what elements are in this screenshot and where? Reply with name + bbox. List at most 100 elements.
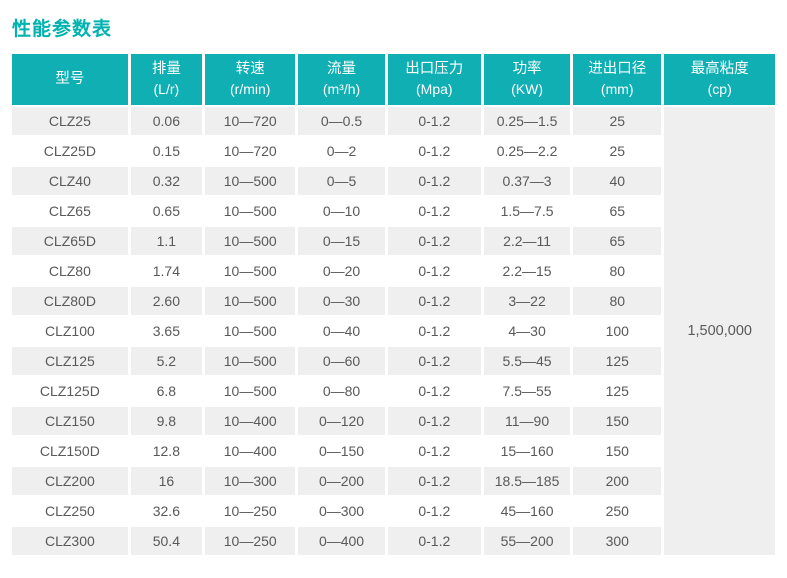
cell-power: 4—30 (484, 317, 571, 345)
cell-diameter: 25 (573, 107, 662, 135)
table-row: CLZ25 0.06 10—720 0—0.5 0-1.2 0.25—1.5 2… (12, 107, 775, 555)
cell-power: 0.25—1.5 (484, 107, 571, 135)
cell-diameter: 65 (573, 227, 662, 255)
cell-pressure: 0-1.2 (387, 257, 482, 285)
cell-displacement: 32.6 (130, 497, 202, 525)
cell-displacement: 0.15 (130, 137, 202, 165)
cell-model: CLZ125D (12, 377, 128, 405)
col-header-speed: 转速 (r/min) (204, 54, 296, 105)
cell-model: CLZ300 (12, 527, 128, 555)
cell-flow: 0—400 (298, 527, 385, 555)
cell-speed: 10—500 (204, 167, 296, 195)
cell-displacement: 0.06 (130, 107, 202, 135)
col-header-speed-label: 转速 (235, 61, 265, 78)
cell-diameter: 250 (573, 497, 662, 525)
table-row: CLZ25D 0.15 10—720 0—2 0-1.2 0.25—2.2 25 (12, 137, 775, 165)
cell-diameter: 65 (573, 197, 662, 225)
table-row: CLZ80D 2.60 10—500 0—30 0-1.2 3—22 80 (12, 287, 775, 315)
cell-model: CLZ150D (12, 437, 128, 465)
cell-diameter: 200 (573, 467, 662, 495)
col-header-flow: 流量 (m³/h) (298, 54, 385, 105)
cell-speed: 10—500 (204, 347, 296, 375)
cell-power: 7.5—55 (484, 377, 571, 405)
page-container: 性能参数表 型号 排量 (L/r) 转速 (r/min) (9, 19, 778, 557)
cell-diameter: 150 (573, 407, 662, 435)
cell-speed: 10—400 (204, 407, 296, 435)
cell-diameter: 80 (573, 257, 662, 285)
cell-pressure: 0-1.2 (387, 347, 482, 375)
table-row: CLZ250 32.6 10—250 0—300 0-1.2 45—160 25… (12, 497, 775, 525)
cell-power: 11—90 (484, 407, 571, 435)
cell-flow: 0—300 (298, 497, 385, 525)
col-header-displacement-unit: (L/r) (153, 80, 180, 97)
col-header-outlet-pressure-label: 出口压力 (405, 61, 464, 78)
cell-flow: 0—30 (298, 287, 385, 315)
cell-displacement: 50.4 (130, 527, 202, 555)
cell-power: 0.25—2.2 (484, 137, 571, 165)
header-row: 型号 排量 (L/r) 转速 (r/min) 流量 (m³/h) 出口压力 (12, 54, 775, 105)
cell-pressure: 0-1.2 (387, 437, 482, 465)
cell-model: CLZ100 (12, 317, 128, 345)
cell-flow: 0—15 (298, 227, 385, 255)
cell-flow: 0—0.5 (298, 107, 385, 135)
cell-diameter: 80 (573, 287, 662, 315)
cell-power: 5.5—45 (484, 347, 571, 375)
cell-displacement: 1.74 (130, 257, 202, 285)
cell-diameter: 25 (573, 137, 662, 165)
cell-diameter: 40 (573, 167, 662, 195)
cell-displacement: 2.60 (130, 287, 202, 315)
cell-flow: 0—10 (298, 197, 385, 225)
cell-speed: 10—300 (204, 467, 296, 495)
cell-speed: 10—250 (204, 497, 296, 525)
cell-power: 55—200 (484, 527, 571, 555)
col-header-power-label: 功率 (512, 61, 542, 78)
cell-model: CLZ125 (12, 347, 128, 375)
table-row: CLZ125 5.2 10—500 0—60 0-1.2 5.5—45 125 (12, 347, 775, 375)
cell-speed: 10—720 (204, 107, 296, 135)
cell-model: CLZ65D (12, 227, 128, 255)
cell-power: 2.2—11 (484, 227, 571, 255)
cell-flow: 0—80 (298, 377, 385, 405)
col-header-max-viscosity-unit: (cp) (707, 80, 732, 97)
cell-pressure: 0-1.2 (387, 467, 482, 495)
cell-displacement: 12.8 (130, 437, 202, 465)
cell-model: CLZ80 (12, 257, 128, 285)
cell-speed: 10—400 (204, 437, 296, 465)
cell-model: CLZ150 (12, 407, 128, 435)
cell-model: CLZ80D (12, 287, 128, 315)
col-header-power: 功率 (KW) (484, 54, 571, 105)
cell-power: 45—160 (484, 497, 571, 525)
table-row: CLZ200 16 10—300 0—200 0-1.2 18.5—185 20… (12, 467, 775, 495)
cell-model: CLZ25 (12, 107, 128, 135)
col-header-model-label: 型号 (55, 70, 85, 87)
cell-flow: 0—5 (298, 167, 385, 195)
cell-flow: 0—2 (298, 137, 385, 165)
cell-pressure: 0-1.2 (387, 137, 482, 165)
cell-pressure: 0-1.2 (387, 497, 482, 525)
cell-displacement: 9.8 (130, 407, 202, 435)
col-header-flow-unit: (m³/h) (322, 80, 361, 97)
cell-speed: 10—500 (204, 287, 296, 315)
cell-displacement: 3.65 (130, 317, 202, 345)
cell-diameter: 125 (573, 377, 662, 405)
table-row: CLZ150 9.8 10—400 0—120 0-1.2 11—90 150 (12, 407, 775, 435)
cell-displacement: 16 (130, 467, 202, 495)
cell-displacement: 6.8 (130, 377, 202, 405)
performance-spec-table: 型号 排量 (L/r) 转速 (r/min) 流量 (m³/h) 出口压力 (9, 52, 778, 557)
col-header-outlet-pressure: 出口压力 (Mpa) (387, 54, 482, 105)
cell-pressure: 0-1.2 (387, 407, 482, 435)
col-header-port-diameter: 进出口径 (mm) (573, 54, 662, 105)
col-header-port-diameter-unit: (mm) (600, 80, 634, 97)
cell-pressure: 0-1.2 (387, 227, 482, 255)
cell-flow: 0—120 (298, 407, 385, 435)
cell-power: 2.2—15 (484, 257, 571, 285)
cell-power: 0.37—3 (484, 167, 571, 195)
cell-flow: 0—60 (298, 347, 385, 375)
cell-speed: 10—720 (204, 137, 296, 165)
cell-speed: 10—500 (204, 377, 296, 405)
cell-speed: 10—250 (204, 527, 296, 555)
table-row: CLZ40 0.32 10—500 0—5 0-1.2 0.37—3 40 (12, 167, 775, 195)
cell-speed: 10—500 (204, 257, 296, 285)
cell-displacement: 0.65 (130, 197, 202, 225)
cell-pressure: 0-1.2 (387, 377, 482, 405)
